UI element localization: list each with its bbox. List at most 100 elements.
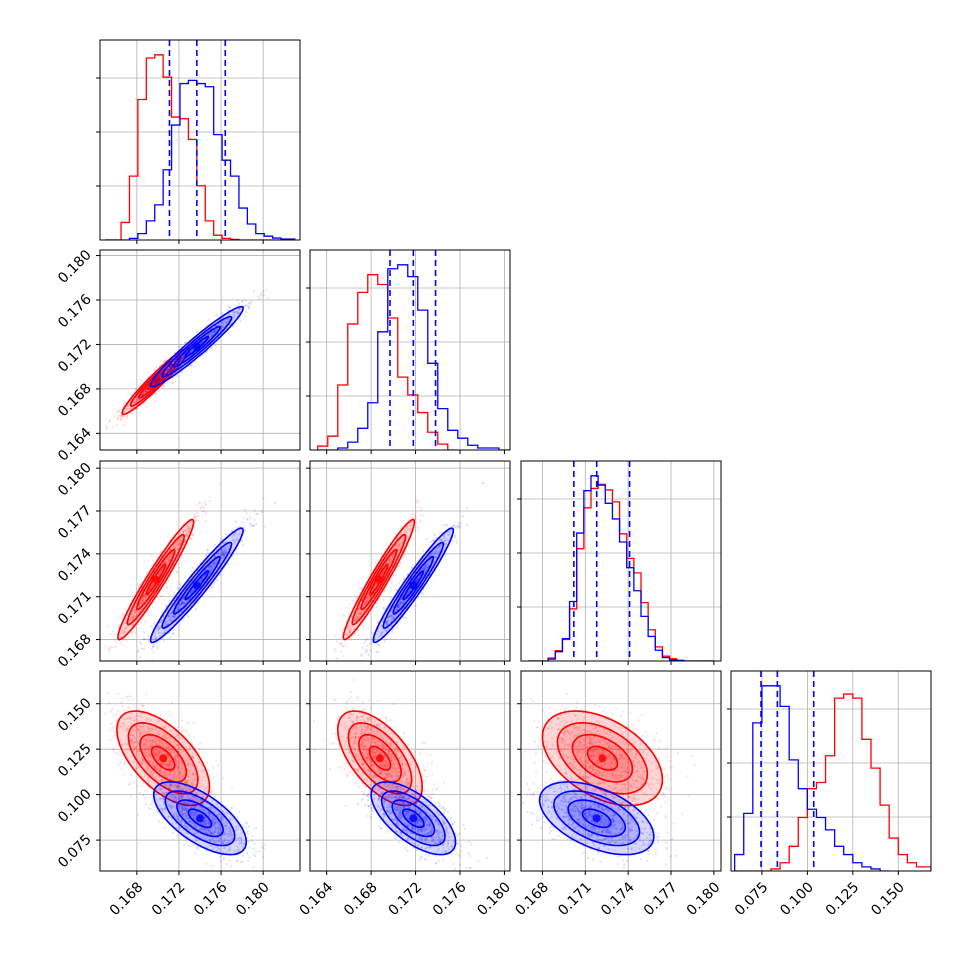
ytick-label: 0.174 bbox=[55, 545, 95, 585]
scatter-panel-frame bbox=[99, 249, 301, 451]
sample-point bbox=[205, 554, 208, 557]
sample-point bbox=[215, 560, 218, 564]
sample-point bbox=[164, 359, 167, 362]
sample-point bbox=[335, 656, 338, 660]
sample-point bbox=[132, 608, 136, 611]
sample-point bbox=[415, 515, 418, 518]
sample-point bbox=[135, 407, 138, 410]
sample-point bbox=[121, 630, 124, 633]
sample-point bbox=[134, 398, 137, 402]
contour-series_a-3 bbox=[342, 518, 416, 641]
sample-point bbox=[222, 553, 225, 557]
sample-point bbox=[125, 403, 128, 406]
sample-point bbox=[398, 539, 401, 543]
sample-point bbox=[210, 346, 213, 349]
sample-point bbox=[170, 610, 174, 614]
sample-point bbox=[200, 579, 203, 582]
sample-point bbox=[158, 641, 161, 644]
sample-point bbox=[104, 645, 107, 648]
sample-point bbox=[220, 556, 224, 559]
sample-point bbox=[220, 549, 223, 552]
sample-point bbox=[363, 609, 366, 612]
sample-point bbox=[239, 319, 242, 323]
sample-point bbox=[162, 386, 165, 389]
sample-point bbox=[231, 325, 234, 328]
sample-point bbox=[232, 539, 236, 542]
sample-point bbox=[142, 631, 146, 634]
sample-point bbox=[233, 540, 237, 544]
sample-point bbox=[134, 401, 137, 404]
sample-point bbox=[399, 539, 402, 542]
sample-point bbox=[211, 567, 214, 570]
sample-point bbox=[396, 543, 400, 546]
contour-series_b-2 bbox=[161, 541, 233, 629]
sample-point bbox=[220, 554, 223, 557]
sample-point bbox=[366, 644, 369, 648]
sample-point bbox=[159, 620, 162, 623]
sample-point bbox=[209, 565, 212, 568]
sample-point bbox=[213, 331, 216, 334]
sample-point bbox=[142, 396, 145, 399]
sample-point bbox=[150, 585, 153, 588]
sample-point bbox=[221, 552, 224, 555]
sample-point bbox=[348, 624, 351, 627]
sample-point bbox=[185, 533, 188, 536]
sample-point bbox=[257, 295, 260, 298]
sample-point bbox=[178, 345, 181, 349]
sample-point bbox=[248, 301, 251, 304]
sample-point bbox=[182, 531, 185, 534]
sample-point bbox=[358, 620, 362, 623]
sample-point bbox=[345, 627, 349, 630]
sample-point bbox=[415, 511, 418, 514]
sample-point bbox=[416, 500, 419, 503]
sample-point bbox=[381, 572, 384, 576]
sample-point bbox=[136, 667, 138, 669]
sample-point bbox=[215, 314, 218, 317]
sample-point bbox=[225, 548, 228, 551]
sample-point bbox=[181, 600, 184, 604]
sample-point bbox=[393, 552, 396, 555]
sample-point bbox=[355, 617, 359, 620]
sample-point bbox=[141, 600, 144, 603]
sample-point bbox=[165, 368, 168, 372]
sample-point bbox=[219, 573, 222, 577]
sample-point bbox=[206, 548, 209, 551]
sample-point bbox=[175, 548, 178, 551]
sample-point bbox=[409, 514, 412, 517]
sample-point bbox=[199, 580, 202, 583]
sample-point bbox=[139, 394, 142, 397]
sample-point bbox=[266, 297, 269, 300]
sample-point bbox=[171, 632, 174, 636]
sample-point bbox=[410, 515, 414, 518]
sample-point bbox=[181, 358, 184, 362]
sample-point bbox=[172, 631, 175, 635]
sample-point bbox=[226, 318, 229, 321]
sample-point bbox=[384, 620, 388, 624]
sample-point bbox=[141, 598, 144, 602]
sample-point bbox=[113, 638, 116, 641]
sample-point bbox=[222, 556, 225, 559]
sample-point bbox=[220, 549, 223, 552]
sample-point bbox=[148, 587, 151, 591]
scatter-plot-area bbox=[310, 461, 510, 661]
sample-point bbox=[408, 589, 411, 593]
sample-point bbox=[384, 629, 387, 632]
sample-point bbox=[173, 546, 176, 549]
sample-point bbox=[143, 595, 146, 598]
sample-point bbox=[156, 379, 159, 382]
sample-point bbox=[138, 601, 142, 604]
sample-point bbox=[238, 307, 241, 310]
contour-series_a-1 bbox=[136, 548, 176, 611]
sample-point bbox=[190, 569, 193, 572]
sample-point bbox=[398, 603, 401, 606]
sample-point bbox=[398, 565, 401, 568]
sample-point bbox=[217, 324, 220, 327]
sample-point bbox=[209, 586, 213, 589]
sample-point bbox=[481, 481, 484, 485]
sample-point bbox=[234, 311, 237, 314]
sample-point bbox=[165, 605, 168, 608]
sample-point bbox=[391, 554, 395, 557]
sample-point bbox=[130, 618, 133, 621]
sample-point bbox=[212, 582, 215, 586]
sample-point bbox=[207, 333, 210, 336]
